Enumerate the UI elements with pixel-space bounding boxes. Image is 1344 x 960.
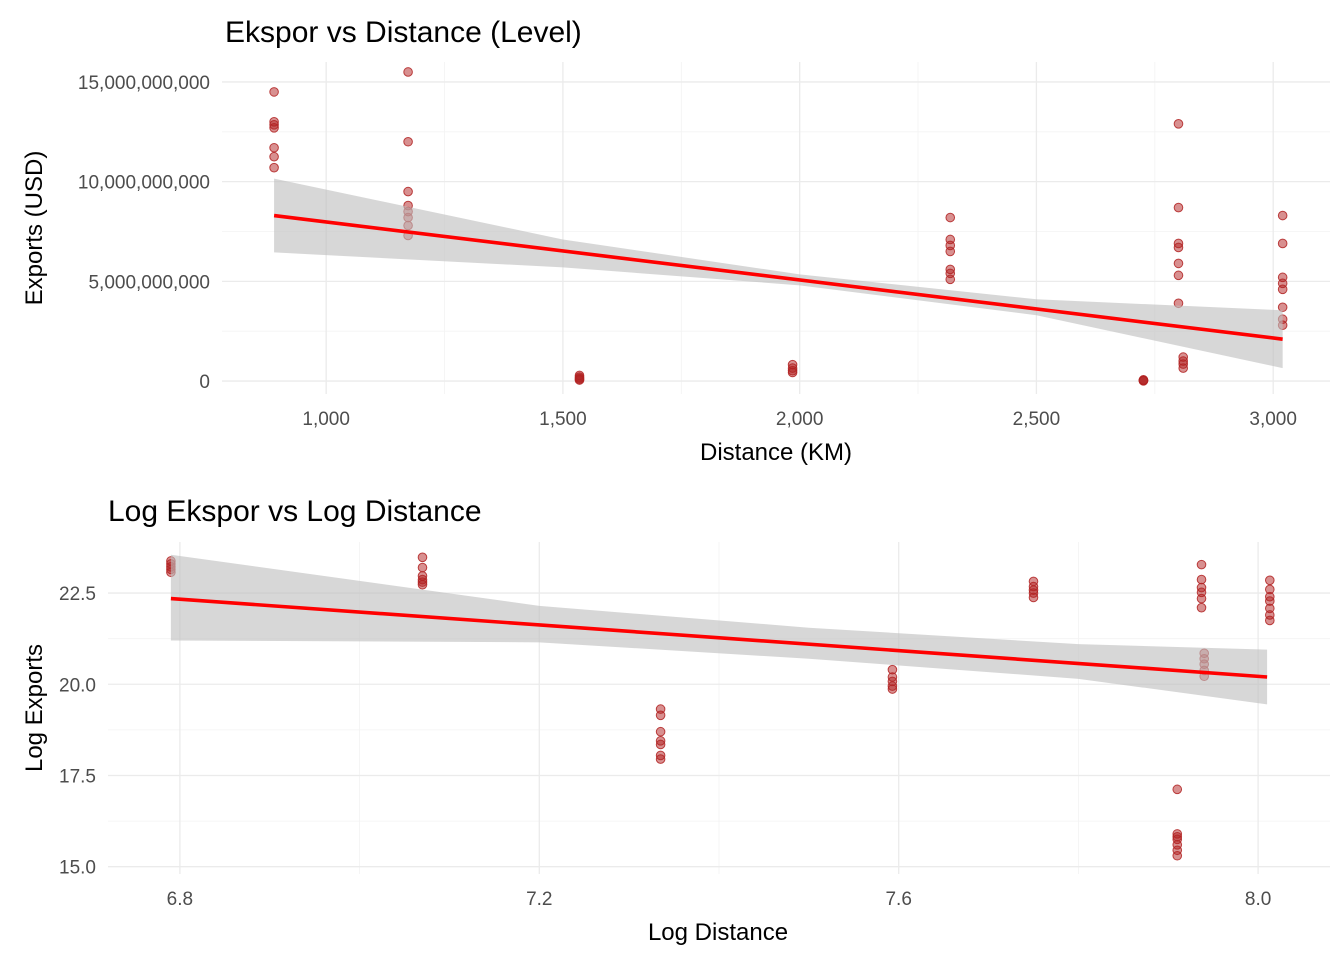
data-point <box>1172 784 1183 795</box>
confidence-band <box>274 178 1283 369</box>
data-point <box>269 142 279 153</box>
x-tick-label: 8.0 <box>1245 889 1271 910</box>
x-tick-label: 2,000 <box>776 409 824 430</box>
data-point <box>269 162 279 173</box>
y-tick-label: 15,000,000,000 <box>78 73 210 94</box>
data-point <box>945 246 956 257</box>
data-point <box>655 726 666 737</box>
plot-area: 6.8 7.2 7.6 8.0 15.0 17.5 20.0 22.5 <box>59 542 1330 910</box>
data-point <box>1264 615 1275 626</box>
y-axis-title: Log Exports <box>21 644 48 772</box>
data-point <box>269 123 279 133</box>
y-tick-label: 22.5 <box>59 584 96 605</box>
data-point <box>1173 270 1184 281</box>
data-point <box>417 579 428 590</box>
chart-title: Ekspor vs Distance (Level) <box>225 16 582 49</box>
x-tick-label: 6.8 <box>167 889 193 910</box>
y-tick-label: 0 <box>199 372 210 393</box>
data-point <box>417 552 428 563</box>
data-point <box>1178 363 1189 373</box>
y-axis-title: Exports (USD) <box>21 151 48 306</box>
x-tick-label: 7.6 <box>885 889 911 910</box>
data-point <box>269 87 279 97</box>
data-point <box>403 186 413 197</box>
data-point <box>1196 559 1207 570</box>
data-point <box>1277 210 1288 221</box>
y-tick-label: 10,000,000,000 <box>78 173 210 194</box>
x-tick-label: 1,000 <box>302 409 350 430</box>
plot-area: 1,000 1,500 2,000 2,500 3,000 0 5,000,000,000 1… <box>78 62 1330 430</box>
data-point <box>417 562 428 573</box>
data-point <box>403 67 413 77</box>
y-tick-label: 5,000,000,000 <box>88 272 210 293</box>
x-tick-label: 1,500 <box>539 409 587 430</box>
y-tick-label: 17.5 <box>59 766 96 787</box>
y-tick-label: 15.0 <box>59 858 96 879</box>
x-tick-label: 2,500 <box>1013 409 1061 430</box>
x-axis-title: Log Distance <box>648 919 788 946</box>
data-point <box>1173 242 1184 253</box>
data-point <box>1173 119 1184 129</box>
data-point <box>887 684 898 694</box>
data-point <box>1277 284 1288 295</box>
data-point <box>1196 574 1207 585</box>
data-point <box>269 151 279 162</box>
data-point <box>1138 376 1149 386</box>
data-point <box>574 375 585 385</box>
data-point <box>655 754 666 764</box>
chart-panel-level: Ekspor vs Distance (Level) 1,000 1,500 2,0… <box>21 16 1330 466</box>
chart-panel-log: Log Ekspor vs Log Distance 6.8 7.2 7.6 8.0 1… <box>21 495 1330 946</box>
x-tick-label: 7.2 <box>526 889 552 910</box>
data-point <box>945 212 956 223</box>
regression-line <box>273 213 1283 341</box>
data-point <box>655 710 666 721</box>
y-tick-label: 20.0 <box>59 675 96 696</box>
data-point <box>1173 202 1184 213</box>
data-point <box>1277 238 1288 249</box>
data-point <box>787 367 798 378</box>
data-point <box>1028 592 1039 603</box>
data-point <box>1172 850 1183 861</box>
data-point <box>1173 258 1184 269</box>
data-point <box>1264 575 1275 586</box>
data-point <box>655 739 666 750</box>
chart-title: Log Ekspor vs Log Distance <box>108 495 482 528</box>
confidence-band <box>170 554 1268 705</box>
data-point <box>1196 593 1207 604</box>
x-axis-title: Distance (KM) <box>700 439 852 466</box>
data-point <box>1196 602 1207 613</box>
data-point <box>403 136 413 147</box>
regression-line <box>170 596 1268 679</box>
x-tick-label: 3,000 <box>1249 409 1297 430</box>
data-point <box>945 274 956 285</box>
